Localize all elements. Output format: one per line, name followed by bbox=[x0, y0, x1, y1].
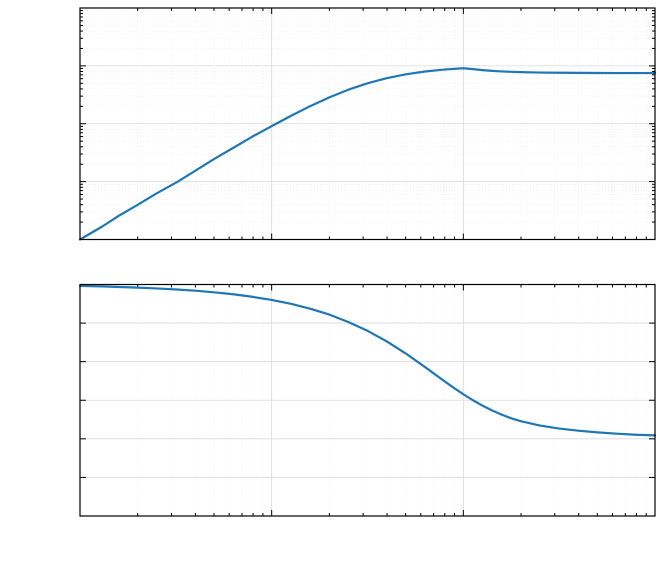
bode-plot-figure bbox=[0, 0, 667, 571]
